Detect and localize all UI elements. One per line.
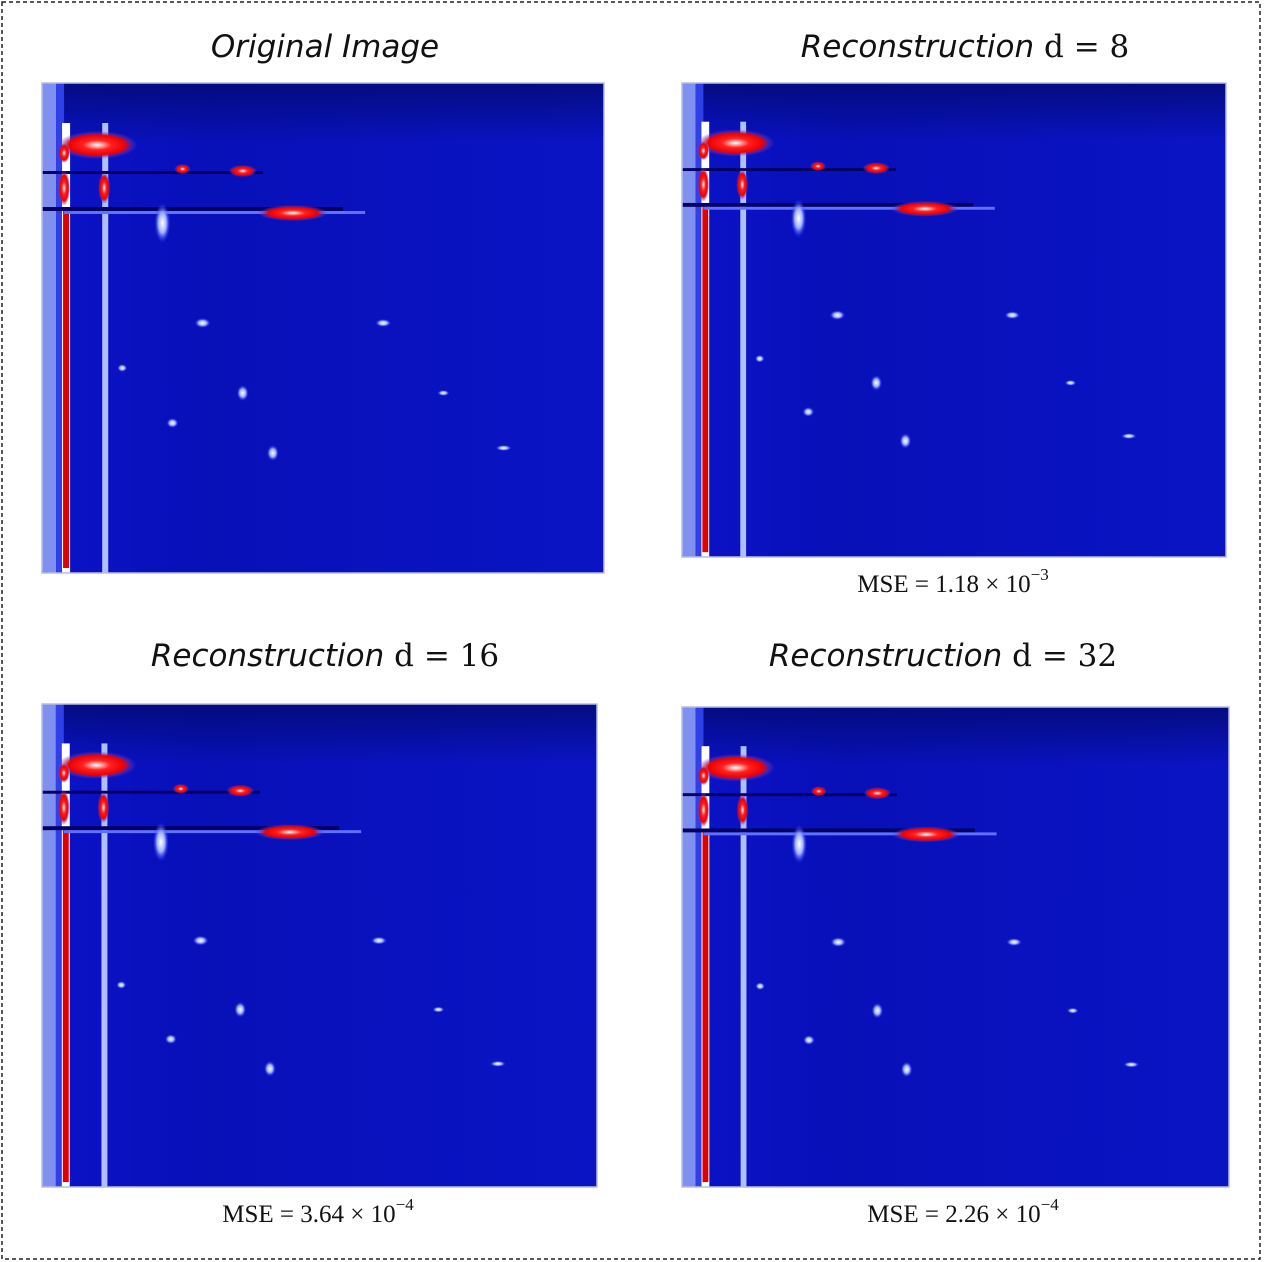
panel-title: Reconstruction d = 8 <box>801 29 1130 65</box>
mse-exponent: −4 <box>396 1195 415 1214</box>
panel: Original Image <box>41 29 605 574</box>
panel-title: Original Image <box>211 29 439 65</box>
panel: Reconstruction d = 16 MSE = 3.64 × 10−4 <box>41 638 598 1228</box>
title-math: d = 8 <box>1044 29 1129 65</box>
panel-image <box>42 704 597 1187</box>
panel-image <box>682 83 1226 557</box>
panel-image <box>682 707 1229 1187</box>
mse-caption: MSE = 1.18 × 10−3 <box>857 565 1048 598</box>
title-text: Reconstruction <box>769 638 1002 674</box>
mse-text: MSE = 3.64 × 10 <box>222 1201 395 1228</box>
image-border <box>41 703 598 1188</box>
image-border <box>681 82 1227 558</box>
mse-text: MSE = 2.26 × 10 <box>867 1201 1040 1228</box>
panel: Reconstruction d = 32 MSE = 2.26 × 10−4 <box>681 638 1230 1228</box>
panel-title: Reconstruction d = 16 <box>151 638 499 674</box>
title-math: d = 16 <box>394 638 499 674</box>
mse-exponent: −4 <box>1041 1195 1060 1214</box>
image-border <box>41 82 605 574</box>
title-text: Reconstruction <box>801 29 1034 65</box>
title-math: d = 32 <box>1012 638 1117 674</box>
title-text: Reconstruction <box>151 638 384 674</box>
title-text: Original Image <box>211 29 439 65</box>
mse-exponent: −3 <box>1031 565 1049 584</box>
mse-caption: MSE = 3.64 × 10−4 <box>222 1195 414 1228</box>
mse-caption: MSE = 2.26 × 10−4 <box>867 1195 1059 1228</box>
image-border <box>681 706 1230 1188</box>
mse-text: MSE = 1.18 × 10 <box>857 571 1030 598</box>
panel: Reconstruction d = 8 MSE = 1.18 × 10−3 <box>681 29 1227 598</box>
panel-title: Reconstruction d = 32 <box>769 638 1117 674</box>
panel-image <box>42 83 604 573</box>
